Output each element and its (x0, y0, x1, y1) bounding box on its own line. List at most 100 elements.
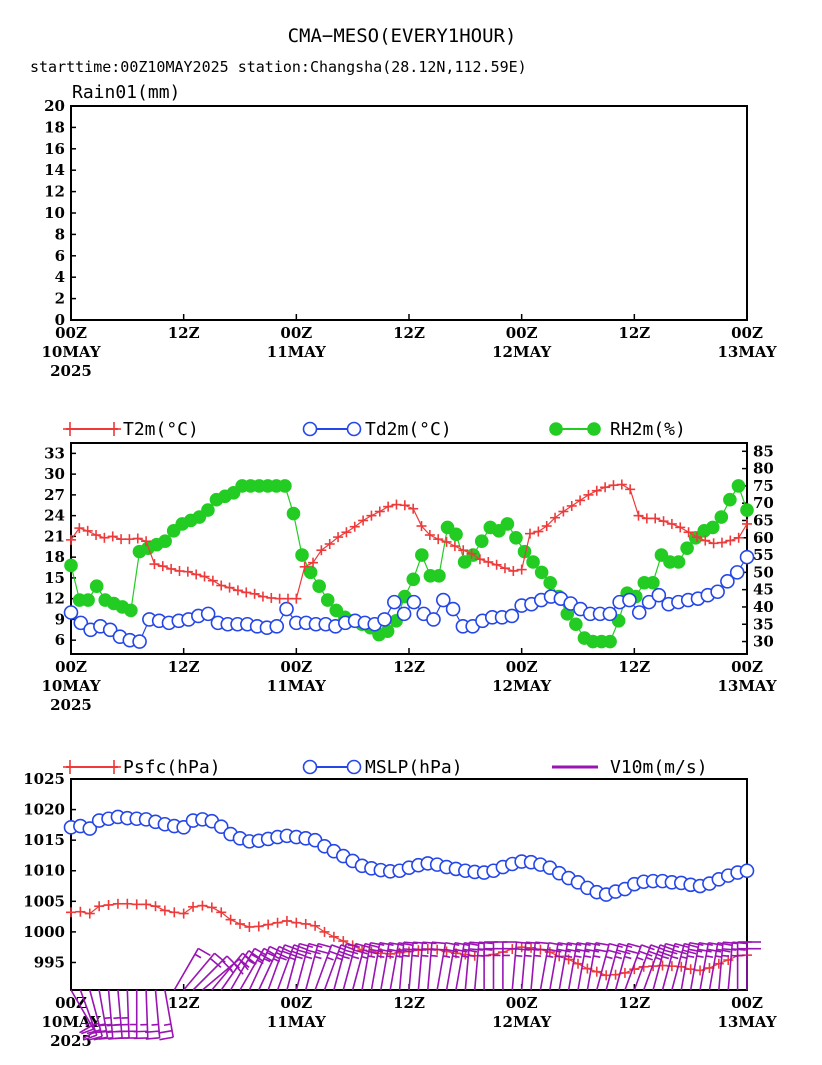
rh2m-point (158, 534, 172, 549)
legend-marker (346, 421, 362, 437)
wind-barb-feather (454, 941, 469, 946)
wind-barb (380, 941, 404, 991)
wind-barb (192, 955, 238, 991)
wind-barb-feather (707, 948, 722, 953)
wind-barb-feather (269, 945, 283, 954)
wind-barb-feather (722, 948, 737, 951)
wind-barb-feather (209, 957, 222, 968)
wind-barb-feather (422, 941, 437, 945)
wind-barb-feather (558, 941, 573, 946)
wind-barb-feather (468, 954, 476, 957)
wind-barb-feather (279, 956, 287, 961)
wind-barb-feather (355, 942, 370, 949)
wind-barb-shaft (286, 943, 301, 991)
wind-barb-feather (696, 955, 704, 958)
wind-barb-feather (275, 951, 290, 960)
wind-barb-shaft (220, 950, 250, 991)
pressure-xtick-date: 12MAY (492, 1013, 551, 1031)
wind-barb (671, 942, 699, 991)
rh2m-point (500, 517, 515, 531)
psfc-point (310, 920, 321, 931)
psfc-point (263, 919, 274, 930)
wind-barb-feather (555, 955, 563, 958)
rain-ytick-label: 16 (44, 140, 65, 158)
wind-barb (286, 942, 314, 991)
wind-barb-feather (379, 941, 394, 946)
psfc-point (291, 917, 302, 928)
temp-ytick-label: 12 (44, 590, 65, 608)
wind-barbs (70, 941, 761, 1041)
pressure-xtick-time: 00Z (506, 994, 538, 1012)
wind-barb-shaft (295, 943, 310, 991)
wind-barb-feather (145, 1030, 160, 1034)
t2m-point (408, 503, 419, 514)
wind-barb (145, 989, 161, 1040)
wind-barb-shaft (473, 942, 480, 991)
rh-ytick-label: 65 (753, 511, 774, 529)
wind-barb-feather (576, 941, 591, 946)
wind-barb-feather (614, 955, 623, 960)
wind-barb-feather (369, 948, 384, 953)
td2m-point (200, 606, 216, 622)
t2m-point (99, 532, 110, 543)
wind-barb-shaft (605, 943, 620, 991)
wind-barb-feather (444, 948, 459, 953)
t2m-point (742, 518, 752, 529)
wind-barb-shaft (98, 989, 109, 1038)
wind-barb-feather (556, 948, 571, 953)
wind-barb-feather (263, 957, 271, 963)
legend-rh2m-markers (549, 422, 601, 436)
td2m-point (739, 549, 755, 565)
wind-barb-feather (389, 941, 404, 946)
t2m-point (249, 588, 260, 599)
wind-barb-shaft (211, 952, 244, 991)
t2m-point (383, 501, 394, 512)
wind-barb (389, 941, 413, 991)
wind-barb-feather (453, 948, 468, 953)
wind-barb (511, 941, 531, 991)
wind-barb-feather (254, 947, 268, 957)
wind-barb-feather (145, 1037, 160, 1040)
t2m-point (516, 564, 527, 575)
rh2m-point (534, 565, 549, 580)
t2m-point (666, 518, 677, 529)
wind-barb-feather (661, 955, 670, 960)
psfc-point (300, 918, 311, 929)
wind-barb-feather (158, 1029, 173, 1034)
temp-ytick-label: 18 (44, 548, 65, 566)
wind-barb-shaft (351, 943, 366, 991)
t2m-point (641, 513, 652, 524)
t2m-point (633, 510, 644, 521)
wind-barb-feather (197, 947, 211, 957)
wind-barb-shaft (699, 942, 710, 991)
t2m-point (199, 571, 210, 582)
rh2m-point (278, 479, 292, 493)
t2m-point (191, 569, 202, 580)
wind-barb-feather (546, 955, 554, 958)
t2m-point (316, 545, 327, 556)
legend-psfc-label: Psfc(hPa) (123, 757, 221, 778)
wind-barb (426, 941, 446, 991)
td2m-point (406, 594, 422, 610)
wind-barb (86, 989, 103, 1041)
pressure-xtick-date: 11MAY (267, 1013, 326, 1031)
t2m-point (132, 533, 143, 544)
wind-barb-feather (608, 942, 623, 949)
wind-barb-feather (687, 955, 695, 958)
wind-barb-shaft (117, 989, 123, 1038)
rain-xtick-year: 2025 (50, 362, 92, 380)
psfc-point (122, 898, 133, 909)
wind-barb-feather (402, 954, 410, 957)
t2m-point (725, 535, 736, 546)
psfc-point (328, 931, 339, 942)
temp-xtick-time: 12Z (168, 658, 200, 676)
wind-barb (398, 941, 418, 991)
wind-barb-feather (535, 941, 550, 945)
wind-barb-feather (386, 955, 394, 958)
t2m-point (499, 563, 510, 574)
psfc-point (84, 908, 95, 919)
wind-barb-feather (278, 945, 293, 954)
rh-ytick-label: 80 (753, 460, 774, 478)
temp-ytick-label: 27 (44, 486, 65, 504)
